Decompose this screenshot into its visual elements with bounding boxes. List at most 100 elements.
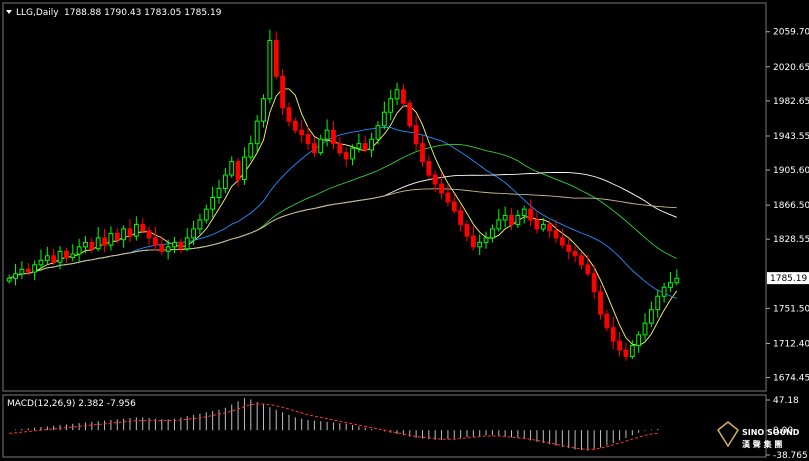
moving-averages — [9, 88, 678, 347]
candle — [674, 269, 680, 286]
candle-body-up — [19, 268, 25, 275]
candle — [311, 137, 317, 158]
candle — [343, 147, 349, 167]
candle — [254, 114, 260, 152]
candle-body-up — [629, 345, 635, 357]
candle — [203, 204, 209, 224]
candle — [25, 263, 31, 276]
sino-sound-logo: SINO SOUND 漢 聲 集 團 — [717, 421, 800, 449]
candle — [89, 237, 95, 254]
candle-body-down — [610, 327, 616, 342]
candle — [610, 316, 616, 350]
candle — [591, 265, 597, 299]
ma-fast-line — [9, 88, 678, 347]
candle — [242, 147, 247, 185]
candle-body-down — [579, 255, 584, 266]
candle-body-up — [674, 277, 680, 284]
candle — [324, 119, 330, 147]
candle-body-down — [439, 183, 444, 194]
current-price-box — [767, 272, 809, 285]
candle — [515, 210, 521, 229]
candle-body-down — [420, 143, 425, 163]
candle — [191, 220, 196, 246]
candle-body-up — [388, 98, 394, 113]
candle-body-up — [38, 259, 44, 266]
candle-body-down — [25, 268, 31, 273]
candle-body-up — [108, 232, 114, 246]
candle-body-down — [572, 250, 578, 257]
candle — [490, 224, 495, 243]
candle-body-up — [369, 138, 375, 151]
candle-body-down — [159, 244, 165, 252]
candle-body-down — [51, 255, 57, 263]
price-tick-label: 1943.55 — [773, 132, 809, 142]
candle — [146, 226, 152, 246]
candle-body-down — [146, 230, 152, 239]
candle — [318, 134, 324, 156]
dropdown-triangle-icon[interactable] — [6, 10, 12, 14]
candle — [400, 84, 406, 108]
candle — [623, 342, 629, 361]
candle-body-down — [114, 232, 120, 241]
candle — [572, 245, 578, 263]
candle-body-down — [343, 152, 349, 160]
candle-body-down — [534, 219, 540, 230]
candle — [76, 238, 82, 263]
price-tick-label: 1712.40 — [773, 339, 809, 349]
candle-body-down — [598, 291, 603, 315]
candle — [451, 194, 457, 214]
candle-body-down — [426, 161, 432, 176]
candle — [197, 213, 203, 235]
candle-body-up — [350, 147, 355, 160]
candle-body-down — [470, 235, 476, 248]
candle-body-down — [585, 264, 591, 275]
candle — [420, 135, 425, 167]
candle-body-up — [83, 241, 88, 248]
candle-body-up — [661, 286, 667, 297]
candle-body-up — [496, 219, 502, 230]
candle-body-down — [286, 107, 292, 122]
candle-body-down — [102, 237, 107, 246]
candle — [477, 234, 483, 255]
candle — [426, 155, 432, 179]
logo-line-1: SINO SOUND — [742, 428, 800, 437]
candle — [636, 331, 642, 353]
candle — [273, 31, 279, 80]
candle — [280, 69, 286, 115]
candle — [547, 219, 553, 238]
candle — [102, 228, 107, 253]
candle-body-up — [267, 39, 273, 100]
candle-body-up — [222, 174, 228, 190]
candle-body-down — [547, 223, 553, 232]
candle — [566, 237, 572, 260]
candle-body-down — [299, 129, 305, 136]
main-panel-frame — [2, 2, 767, 392]
candle-body-up — [203, 208, 209, 221]
candle-body-up — [261, 98, 266, 122]
candle-body-down — [509, 214, 514, 225]
candle-body-down — [153, 237, 158, 246]
candle-body-down — [337, 143, 343, 154]
current-price-tag: 1785.19 — [767, 272, 809, 285]
candle — [528, 199, 533, 227]
candle — [222, 167, 228, 194]
candle — [553, 219, 559, 244]
candle — [108, 226, 114, 251]
macd-tick-label: -38.765 — [773, 451, 808, 461]
candle-body-up — [483, 237, 489, 243]
candle-body-down — [458, 210, 464, 225]
candle — [57, 245, 63, 270]
candle-body-down — [591, 273, 597, 293]
candle — [509, 208, 514, 230]
candle-body-up — [76, 246, 82, 255]
candle-body-up — [13, 273, 18, 279]
price-tick-label: 1905.60 — [773, 166, 809, 176]
candle-body-down — [89, 241, 95, 250]
candle — [51, 248, 57, 265]
macd-signal-line — [9, 403, 658, 450]
candle — [381, 101, 387, 130]
candle-body-up — [668, 282, 673, 288]
candle-body-up — [44, 255, 50, 261]
price-tick-label: 2020.65 — [773, 63, 809, 73]
